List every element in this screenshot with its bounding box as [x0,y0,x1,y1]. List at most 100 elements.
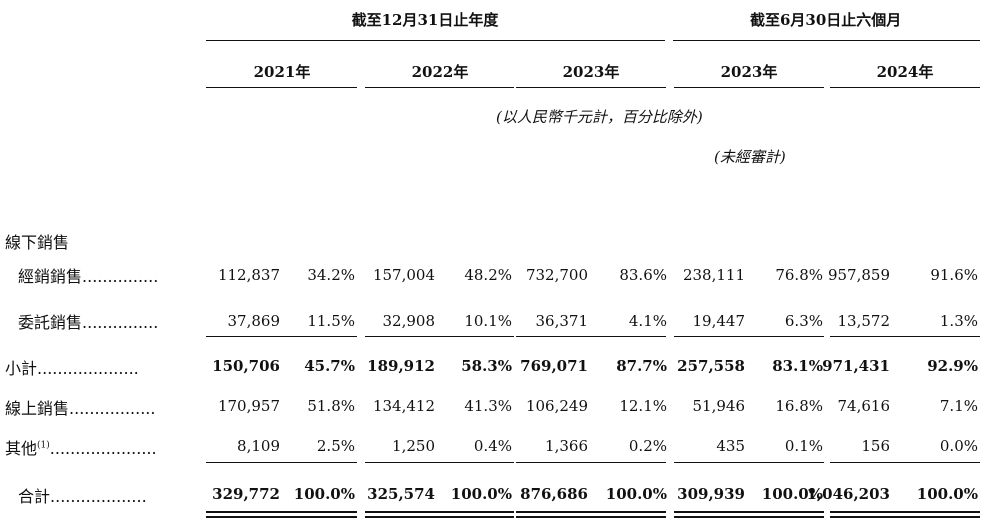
row-label-total: 合計................... [18,483,147,507]
total-rule-2023-annual [516,462,666,463]
total-rule-2021 [206,462,357,463]
year-header-2023-interim: 2023年 [720,63,778,81]
year-header-2022: 2022年 [411,63,469,81]
cell-2023-amount: 769,071 [520,357,588,375]
double-rule-2022-b [365,516,514,518]
cell-2023-percent: 0.2% [628,437,667,455]
row-label-text: 委託銷售 [18,313,83,332]
leader-dots: ................. [69,399,156,418]
cell-2021-percent: 45.7% [304,357,355,375]
unit-note: (以人民幣千元計，百分比除外) [496,108,703,126]
cell-2022-percent: 48.2% [464,266,512,284]
group-title-interim: 截至6月30日止六個月 [750,11,902,29]
cell-2023h1-amount: 435 [716,437,745,455]
cell-2024h1-amount: 156 [861,437,890,455]
cell-2023-amount: 876,686 [520,485,588,503]
year-header-2024: 2024年 [876,63,934,81]
year-rule-2023-annual [516,87,666,88]
subtotal-rule-2023-interim [674,336,824,337]
total-rule-2024 [830,462,980,463]
cell-2021-percent: 11.5% [307,312,355,330]
cell-2022-amount: 32,908 [382,312,436,330]
subtotal-rule-2024 [830,336,980,337]
cell-2023h1-amount: 309,939 [677,485,745,503]
subtotal-rule-2021 [206,336,357,337]
cell-2021-percent: 100.0% [293,485,355,503]
cell-2023h1-percent: 76.8% [775,266,823,284]
cell-2022-percent: 100.0% [450,485,512,503]
cell-2021-percent: 34.2% [307,266,355,284]
row-label-distribution: 經銷銷售............... [18,263,158,287]
cell-2022-percent: 10.1% [464,312,512,330]
cell-2023h1-percent: 83.1% [772,357,823,375]
cell-2024h1-percent: 1.3% [939,312,978,330]
year-rule-2022 [365,87,514,88]
double-rule-2024h1-b [830,516,980,518]
leader-dots: ..................... [49,439,157,458]
cell-2022-amount: 134,412 [372,397,435,415]
row-label-text: 合計 [18,487,51,506]
double-rule-2023-b [516,516,666,518]
double-rule-2023h1-a [674,511,824,513]
unaudited-note: (未經審計) [714,148,786,166]
row-label-text: 其他 [5,439,38,458]
cell-2021-percent: 51.8% [307,397,355,415]
cell-2024h1-amount: 1,046,203 [806,485,890,503]
double-rule-2021-b [206,516,357,518]
subtotal-rule-2022 [365,336,514,337]
row-label-online: 線上銷售................. [5,395,155,419]
year-rule-2024 [830,87,980,88]
row-label-text: 線上銷售 [5,399,70,418]
double-rule-2021-a [206,511,357,513]
row-label-text: 小計 [5,359,38,378]
cell-2023-amount: 106,249 [525,397,588,415]
cell-2023-percent: 87.7% [616,357,667,375]
cell-2021-amount: 170,957 [217,397,280,415]
row-label-others: 其他(1)..................... [5,435,157,459]
cell-2021-amount: 8,109 [237,437,280,455]
cell-2022-amount: 189,912 [367,357,435,375]
cell-2021-amount: 37,869 [227,312,281,330]
cell-2021-amount: 150,706 [212,357,280,375]
leader-dots: .................... [37,359,139,378]
cell-2022-amount: 325,574 [367,485,435,503]
total-rule-2022 [365,462,514,463]
cell-2022-percent: 0.4% [473,437,512,455]
cell-2022-percent: 41.3% [464,397,512,415]
year-header-2023-annual: 2023年 [562,63,620,81]
footnote-marker: (1) [37,440,50,451]
leader-dots: ................... [50,487,147,506]
cell-2024h1-percent: 0.0% [939,437,978,455]
cell-2023-percent: 100.0% [605,485,667,503]
leader-dots: ............... [82,267,159,286]
cell-2024h1-percent: 92.9% [927,357,978,375]
cell-2023h1-percent: 6.3% [784,312,823,330]
cell-2024h1-percent: 100.0% [916,485,978,503]
cell-2021-percent: 2.5% [316,437,355,455]
leader-dots: ............... [82,313,159,332]
group-title-annual: 截至12月31日止年度 [351,11,499,29]
cell-2023h1-amount: 19,447 [692,312,746,330]
double-rule-2022-a [365,511,514,513]
cell-2023-amount: 1,366 [545,437,588,455]
cell-2023-percent: 12.1% [619,397,667,415]
cell-2024h1-percent: 7.1% [939,397,978,415]
cell-2021-amount: 329,772 [212,485,280,503]
cell-2024h1-percent: 91.6% [930,266,978,284]
row-label-text: 經銷銷售 [18,267,83,286]
row-label-subtotal: 小計.................... [5,355,139,379]
total-rule-2023-interim [674,462,824,463]
subtotal-rule-2023-annual [516,336,666,337]
cell-2023h1-percent: 0.1% [784,437,823,455]
cell-2023h1-amount: 51,946 [692,397,746,415]
cell-2022-amount: 157,004 [372,266,435,284]
cell-2024h1-amount: 74,616 [837,397,891,415]
cell-2022-amount: 1,250 [392,437,435,455]
year-rule-2023-interim [674,87,824,88]
cell-2024h1-amount: 13,572 [837,312,891,330]
cell-2023-percent: 4.1% [628,312,667,330]
cell-2023h1-percent: 100.0% [761,485,823,503]
section-label-offline: 線下銷售 [5,233,70,252]
double-rule-2024h1-a [830,511,980,513]
